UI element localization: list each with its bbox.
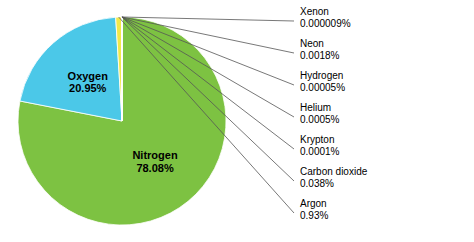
slice-name: Hydrogen	[300, 70, 343, 81]
slice	[122, 17, 123, 121]
slice	[121, 17, 122, 121]
leader-line	[122, 17, 294, 149]
leader-line	[122, 17, 294, 181]
slice-value: 0.00005%	[300, 82, 345, 93]
slice	[116, 17, 122, 121]
leader-line	[122, 17, 294, 117]
slice-value: 0.038%	[300, 178, 334, 189]
slice-value: 78.08%	[136, 162, 174, 174]
slice-value: 0.000009%	[300, 18, 351, 29]
slice-name: Carbon dioxide	[300, 166, 368, 177]
slice-name: Oxygen	[68, 70, 109, 82]
leader-line	[119, 17, 294, 213]
slice	[20, 17, 122, 121]
outside-labels: Xenon0.000009% Neon0.0018% Hydrogen0.00005…	[119, 6, 368, 221]
slice-value: 0.0005%	[300, 114, 340, 125]
slice-name: Neon	[300, 38, 324, 49]
slice-name: Helium	[300, 102, 331, 113]
slice-value: 0.0001%	[300, 146, 340, 157]
slice-label: Oxygen20.95%	[68, 70, 109, 95]
slice	[121, 17, 122, 121]
chart: Nitrogen78.08% Oxygen20.95% Xenon0.000009%…	[0, 0, 474, 242]
slice-name: Xenon	[300, 6, 329, 17]
slice-name: Argon	[300, 198, 327, 209]
slice-label: Nitrogen78.08%	[132, 149, 178, 174]
slice	[121, 17, 122, 121]
pie: Nitrogen78.08% Oxygen20.95%	[18, 17, 226, 225]
slice-value: 0.93%	[300, 210, 328, 221]
slice	[121, 17, 122, 121]
slice	[18, 17, 226, 225]
leader-line	[122, 17, 294, 21]
slice-value: 0.0018%	[300, 50, 340, 61]
leader-line	[122, 17, 294, 53]
slice-name: Nitrogen	[132, 149, 178, 161]
slice-value: 20.95%	[69, 82, 107, 94]
slice	[121, 17, 122, 121]
leader-line	[122, 17, 294, 85]
slice-name: Krypton	[300, 134, 334, 145]
